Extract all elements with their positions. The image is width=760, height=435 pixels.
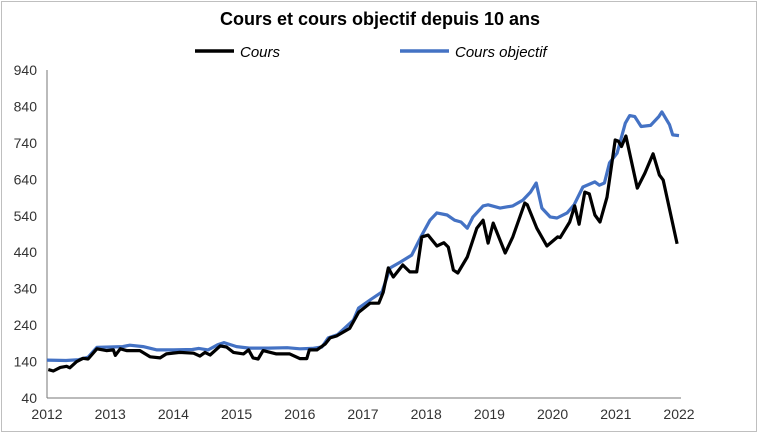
- y-tick-label: 840: [14, 98, 38, 114]
- y-tick-label: 440: [14, 244, 38, 260]
- y-tick-label: 940: [14, 62, 38, 78]
- legend-label-cours-objectif: Cours objectif: [455, 44, 549, 61]
- series-line-cours: [47, 134, 679, 373]
- y-tick-label: 40: [21, 390, 37, 406]
- x-tick-label: 2019: [474, 406, 505, 422]
- x-tick-label: 2017: [347, 406, 378, 422]
- series-line-cours-objectif: [46, 110, 680, 363]
- x-tick-label: 2014: [158, 406, 189, 422]
- x-tick-label: 2021: [600, 406, 631, 422]
- x-tick-labels: 2012 2013 2014 2015 2016 2017 2018 2019 2020 2021…: [31, 406, 694, 422]
- x-tick-label: 2022: [663, 406, 694, 422]
- y-tick-labels: 40 140 240 340 440 540 640 740 840 940: [14, 62, 38, 406]
- y-tick-label: 140: [14, 354, 38, 370]
- legend: Cours Cours objectif: [195, 44, 549, 61]
- y-tick-label: 240: [14, 317, 38, 333]
- x-tick-label: 2016: [284, 406, 315, 422]
- y-tick-label: 640: [14, 171, 38, 187]
- y-tick-label: 340: [14, 281, 38, 297]
- legend-label-cours: Cours: [240, 44, 281, 61]
- series-lines: [46, 110, 680, 373]
- x-tick-label: 2018: [411, 406, 442, 422]
- y-tick-label: 540: [14, 208, 38, 224]
- x-tick-label: 2013: [95, 406, 126, 422]
- chart-title: Cours et cours objectif depuis 10 ans: [220, 9, 540, 29]
- x-tick-label: 2012: [31, 406, 62, 422]
- y-tick-label: 740: [14, 135, 38, 151]
- x-tick-label: 2020: [537, 406, 568, 422]
- x-tick-label: 2015: [221, 406, 252, 422]
